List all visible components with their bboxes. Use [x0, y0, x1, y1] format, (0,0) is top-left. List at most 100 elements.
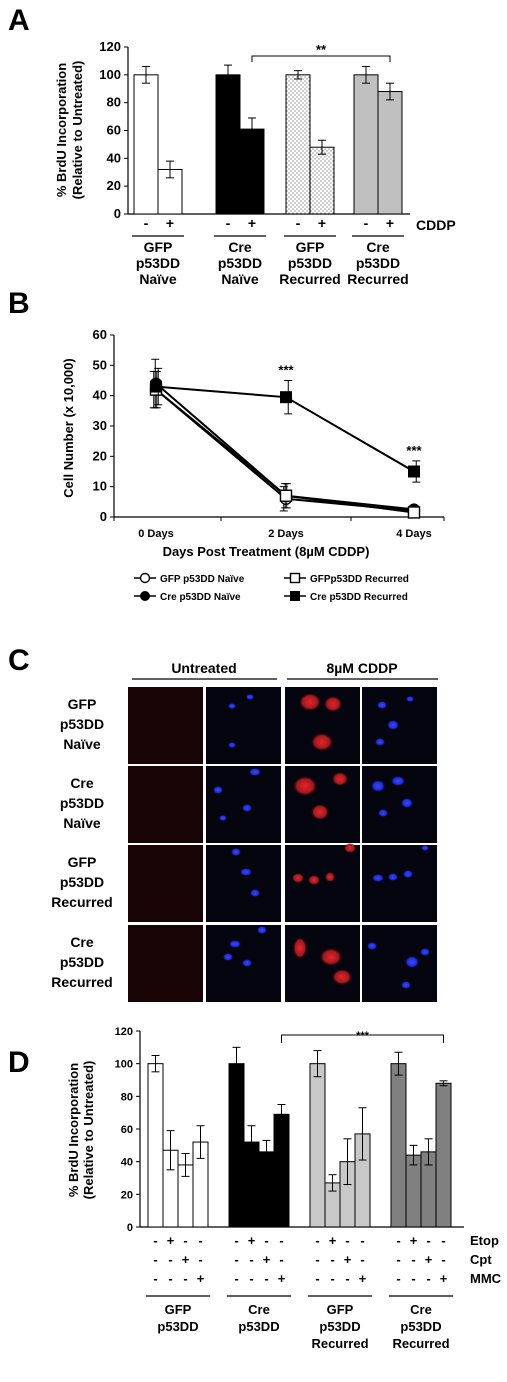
panel-d-bar: [273, 1113, 290, 1228]
panel-b-x-tick-label: 4 Days: [396, 528, 431, 540]
panel-c-blue-nucleus: [229, 940, 241, 948]
panel-a-bar: [133, 74, 159, 215]
panel-a-y-tick-label: 100: [99, 67, 121, 82]
panel-d-sign: -: [234, 1252, 238, 1267]
panel-d-y-tick-label: 0: [127, 1222, 133, 1234]
panel-d-sign: +: [197, 1271, 205, 1286]
panel-c-row-label: Naïve: [63, 736, 101, 752]
panel-b-y-tick-label: 40: [93, 388, 107, 403]
panel-d-bar: [390, 1063, 407, 1228]
panel-d-sign: -: [264, 1271, 268, 1286]
panel-d-bar: [228, 1063, 245, 1228]
panel-b-x-tick-label: 0 Days: [138, 528, 173, 540]
panel-a-y-tick-label: 120: [99, 39, 121, 54]
panel-b-y-tick-label: 0: [100, 509, 107, 524]
panel-a-bar: [309, 146, 335, 215]
panel-d-sign: -: [168, 1252, 172, 1267]
panel-c-blue-nucleus: [401, 798, 413, 808]
panel-d-sign: -: [234, 1271, 238, 1286]
panel-d-sign: -: [279, 1233, 283, 1248]
panel-a-bar: [285, 74, 311, 215]
panel-b-y-tick-label: 30: [93, 418, 107, 433]
panel-a-group-label: Cre: [228, 239, 252, 255]
panel-d-bar: [309, 1063, 326, 1228]
panel-b-annotation: ***: [406, 443, 422, 458]
panel-b-point-square-open: [407, 506, 421, 519]
panel-d-sign: -: [198, 1252, 202, 1267]
panel-c-row-label: p53DD: [60, 716, 104, 732]
panel-a-significance-label: **: [316, 42, 327, 57]
panel-c-cddp-blue-image: [362, 845, 437, 922]
panel-d-sign: -: [360, 1233, 364, 1248]
panel-d-sign: +: [167, 1233, 175, 1248]
panel-c-rows: GFP p53DD Naïve Cre p53DD Naïve GFP p53DD Recurr…: [51, 687, 437, 1002]
panel-c-red-nucleus: [311, 804, 329, 820]
panel-d-sign: -: [168, 1271, 172, 1286]
panel-b-legend-marker-square-filled: [290, 591, 300, 601]
panel-a-y-label-line2: (Relative to Untreated): [70, 61, 85, 200]
panel-a-y-tick-label: 60: [107, 123, 121, 138]
panel-d-sign: +: [329, 1233, 337, 1248]
panel-c-blue-nucleus: [405, 956, 419, 968]
panel-c-letter: C: [8, 644, 30, 677]
panel-c-red-nucleus: [320, 948, 342, 966]
panel-d-group-label: Recurred: [392, 1336, 449, 1351]
panel-c-untreated-blue-image: [206, 687, 281, 764]
panel-d-sign: -: [396, 1233, 400, 1248]
panel-d-sign: -: [183, 1271, 187, 1286]
panel-d-sign: -: [345, 1233, 349, 1248]
panel-c-red-nucleus: [344, 843, 356, 853]
panel-d-treatment-label: MMC: [470, 1271, 502, 1286]
panel-d-bar: [435, 1082, 452, 1228]
panel-c-blue-nucleus: [420, 948, 430, 956]
panel-d-sign: -: [411, 1252, 415, 1267]
panel-d-sign: +: [440, 1271, 448, 1286]
panel-c-red-nucleus: [311, 733, 333, 751]
panel-a-group-label: GFP: [296, 239, 325, 255]
panel-c-row-label: Recurred: [51, 974, 112, 990]
panel-d-y-label-line2: (Relative to Untreated): [81, 1061, 96, 1200]
panel-b-annotation: ***: [278, 363, 294, 378]
panel-c-blue-nucleus: [219, 815, 227, 821]
panel-c-cddp-red-image: [285, 687, 360, 764]
panel-c-blue-nucleus: [250, 889, 260, 897]
panel-c-blue-nucleus: [378, 809, 388, 817]
panel-c-header-cddp: 8µM CDDP: [326, 660, 397, 676]
panel-d-group-label: Cre: [410, 1302, 432, 1317]
panel-a-sign: -: [364, 215, 369, 231]
panel-d-sign: -: [396, 1271, 400, 1286]
panel-d-sign: -: [330, 1271, 334, 1286]
panel-c-blue-nucleus: [246, 694, 254, 700]
panel-b-y-tick-label: 10: [93, 479, 107, 494]
panel-a-sign: -: [144, 215, 149, 231]
panel-b-legend: GFP p53DD Naïve Cre p53DD Naïve GFPp53DD R…: [134, 572, 409, 603]
panel-d-sign: -: [426, 1233, 430, 1248]
panel-a-group-label: Recurred: [347, 271, 408, 287]
panel-a-significance-bracket: [251, 55, 391, 62]
panel-a-y-tick-label: 20: [107, 178, 121, 193]
panel-d-sign: +: [248, 1233, 256, 1248]
panel-d-sign: +: [278, 1271, 286, 1286]
panel-d-sign: -: [426, 1271, 430, 1286]
panel-d-group-label: Cre: [248, 1302, 270, 1317]
panel-d-sign: -: [315, 1271, 319, 1286]
panel-c-untreated-blue-image: [206, 766, 281, 843]
panel-d-y-tick-label: 120: [115, 1026, 133, 1038]
panel-d-group-label: p53DD: [238, 1319, 279, 1334]
panel-d-y-label-line1: % BrdU Incorporation: [66, 1063, 81, 1197]
panel-a-y-axis: 0 20 40 60 80 100 120: [99, 39, 410, 221]
panel-c-blue-nucleus: [228, 703, 236, 709]
panel-c-blue-nucleus: [249, 768, 261, 776]
panel-d-y-tick-label: 20: [121, 1189, 133, 1201]
panel-c-cddp-blue-image: [362, 925, 437, 1002]
panel-d-group-label: Recurred: [311, 1336, 368, 1351]
panel-c-red-nucleus: [308, 875, 320, 885]
panel-c-microscopy-grid: Untreated 8µM CDDP GFP p53DD Naïve Cre p53DD…: [51, 660, 438, 1002]
panel-b-series: *** ***: [149, 358, 423, 519]
panel-d-group-label: p53DD: [400, 1319, 441, 1334]
panel-c-row-label: p53DD: [60, 954, 104, 970]
panel-c-row: GFP p53DD Recurred: [51, 843, 437, 922]
panel-c-red-nucleus: [293, 776, 317, 796]
panel-a-bars: **: [133, 42, 403, 215]
